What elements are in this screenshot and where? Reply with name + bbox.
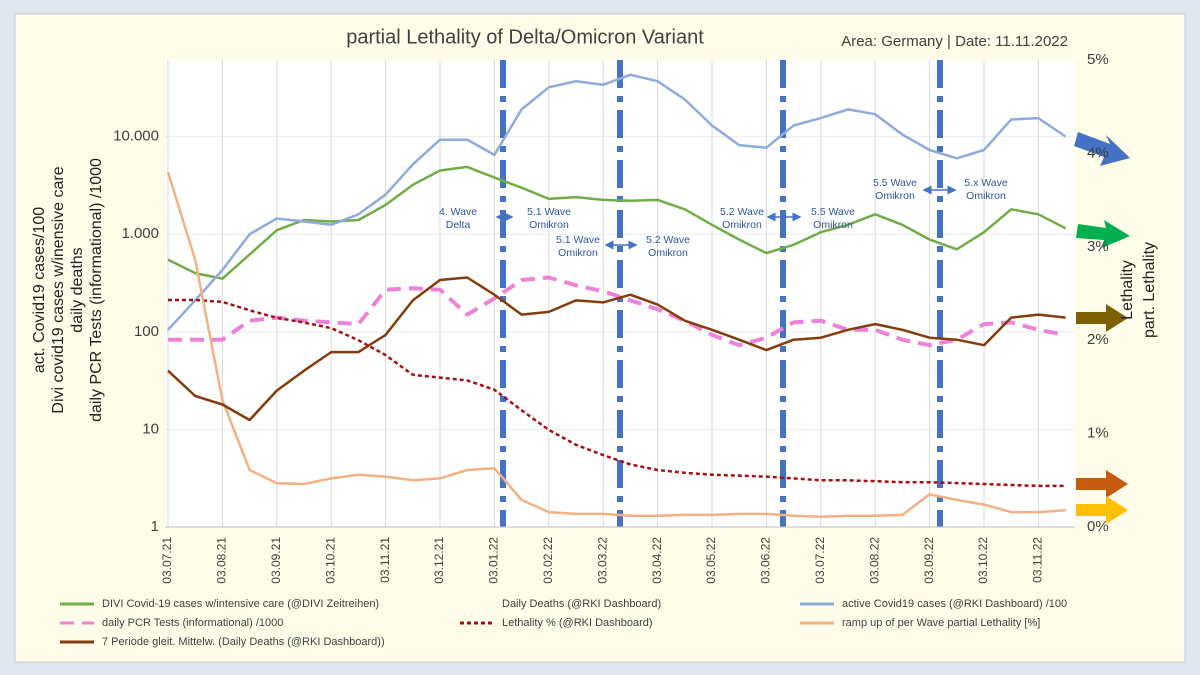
annotation: 4. Wave xyxy=(439,206,477,218)
y-axis-title: daily PCR Tests (informational) /1000 xyxy=(88,158,105,422)
legend-label: 7 Periode gleit. Mittelw. (Daily Deaths … xyxy=(102,636,385,648)
annotation: Omikron xyxy=(558,247,598,259)
lines xyxy=(166,73,1067,518)
y2-axis-title: Lethality xyxy=(1119,260,1136,320)
arrow xyxy=(1076,496,1128,524)
x-tick-label: 03.03.22 xyxy=(595,537,609,584)
chart-subtitle: Area: Germany | Date: 11.11.2022 xyxy=(841,33,1068,50)
x-tick-label: 03.10.22 xyxy=(976,537,990,584)
annotation: 5.1 Wave xyxy=(527,206,571,218)
arrow xyxy=(1076,220,1130,248)
x-tick-label: 03.05.22 xyxy=(704,537,718,584)
y-axis-title: Divi covid19 cases w/inensive care xyxy=(50,166,67,413)
annotation: 5.5 Wave xyxy=(873,177,917,189)
legend-label: ramp up of per Wave partial Lethality [%… xyxy=(842,617,1040,629)
x-tick-label: 03.11.21 xyxy=(378,537,392,583)
x-tick-label: 03.02.22 xyxy=(541,537,555,584)
annotation: 5.2 Wave xyxy=(646,234,690,246)
y-tick-label: 100 xyxy=(134,323,159,340)
annotation: 5.2 Wave xyxy=(720,206,764,218)
arrow xyxy=(1076,304,1128,332)
x-tick-label: 03.08.22 xyxy=(867,537,881,584)
annotation: Omikron xyxy=(966,190,1006,202)
y2-tick-label: 5% xyxy=(1087,51,1109,68)
annotation: Omikron xyxy=(529,219,569,231)
x-tick-label: 03.11.22 xyxy=(1031,537,1045,583)
x-tick-label: 03.07.21 xyxy=(160,537,174,584)
legend-label: active Covid19 cases (@RKI Dashboard) /1… xyxy=(842,598,1067,610)
annotation: 5.x Wave xyxy=(964,177,1008,189)
y2-axis-title: part. Lethality xyxy=(1141,242,1158,338)
right-arrows xyxy=(1074,132,1130,524)
y-tick-label: 1.000 xyxy=(121,225,159,242)
double-arrows xyxy=(495,185,957,250)
y-tick-label: 1 xyxy=(151,518,159,535)
x-tick-label: 03.06.22 xyxy=(759,537,773,584)
legend-label: daily PCR Tests (informational) /1000 xyxy=(102,617,283,629)
arrow xyxy=(1074,132,1130,166)
legend-label: Daily Deaths (@RKI Dashboard) xyxy=(502,598,661,610)
arrow xyxy=(1076,470,1128,498)
y2-tick-label: 2% xyxy=(1087,331,1109,348)
x-tick-label: 03.12.21 xyxy=(432,537,446,584)
y-tick-label: 10.000 xyxy=(113,128,159,145)
chart-title: partial Lethality of Delta/Omicron Varia… xyxy=(346,26,704,48)
series-line xyxy=(168,298,1066,488)
annotation: Omikron xyxy=(648,247,688,259)
legend-label: DIVI Covid-19 cases w/intensive care (@D… xyxy=(102,598,379,610)
x-tick-label: 03.08.21 xyxy=(215,537,229,584)
y2-tick-label: 0% xyxy=(1087,518,1109,535)
x-tick-label: 03.09.21 xyxy=(269,537,283,584)
y-axis-title: act. Covid19 cases/100 xyxy=(31,207,48,373)
x-tick-label: 03.09.22 xyxy=(922,537,936,584)
series-line xyxy=(167,73,1067,331)
annotation: Omikron xyxy=(722,219,762,231)
series-line xyxy=(167,276,1066,422)
legend-label: Lethality % (@RKI Dashboard) xyxy=(502,617,653,629)
y2-tick-label: 1% xyxy=(1087,425,1109,442)
x-tick-label: 03.07.22 xyxy=(813,537,827,584)
series-line xyxy=(166,171,1066,518)
series-line xyxy=(168,275,1066,348)
annotation: Delta xyxy=(446,219,471,231)
x-tick-label: 03.04.22 xyxy=(650,537,664,584)
y2-tick-label: 3% xyxy=(1087,238,1109,255)
annotation: Omikron xyxy=(875,190,915,202)
y-tick-label: 10 xyxy=(142,420,159,437)
series-line xyxy=(167,165,1067,280)
x-tick-label: 03.10.21 xyxy=(323,537,337,584)
annotation: 5.5 Wave xyxy=(811,206,855,218)
annotation: Omikron xyxy=(813,219,853,231)
y-axis-title: daily deaths xyxy=(69,247,86,332)
y2-tick-label: 4% xyxy=(1087,144,1109,161)
annotation: 5.1 Wave xyxy=(556,234,600,246)
wave-lines xyxy=(500,60,943,527)
x-tick-label: 03.01.22 xyxy=(487,537,501,584)
legend: DIVI Covid-19 cases w/intensive care (@D… xyxy=(60,598,1067,648)
